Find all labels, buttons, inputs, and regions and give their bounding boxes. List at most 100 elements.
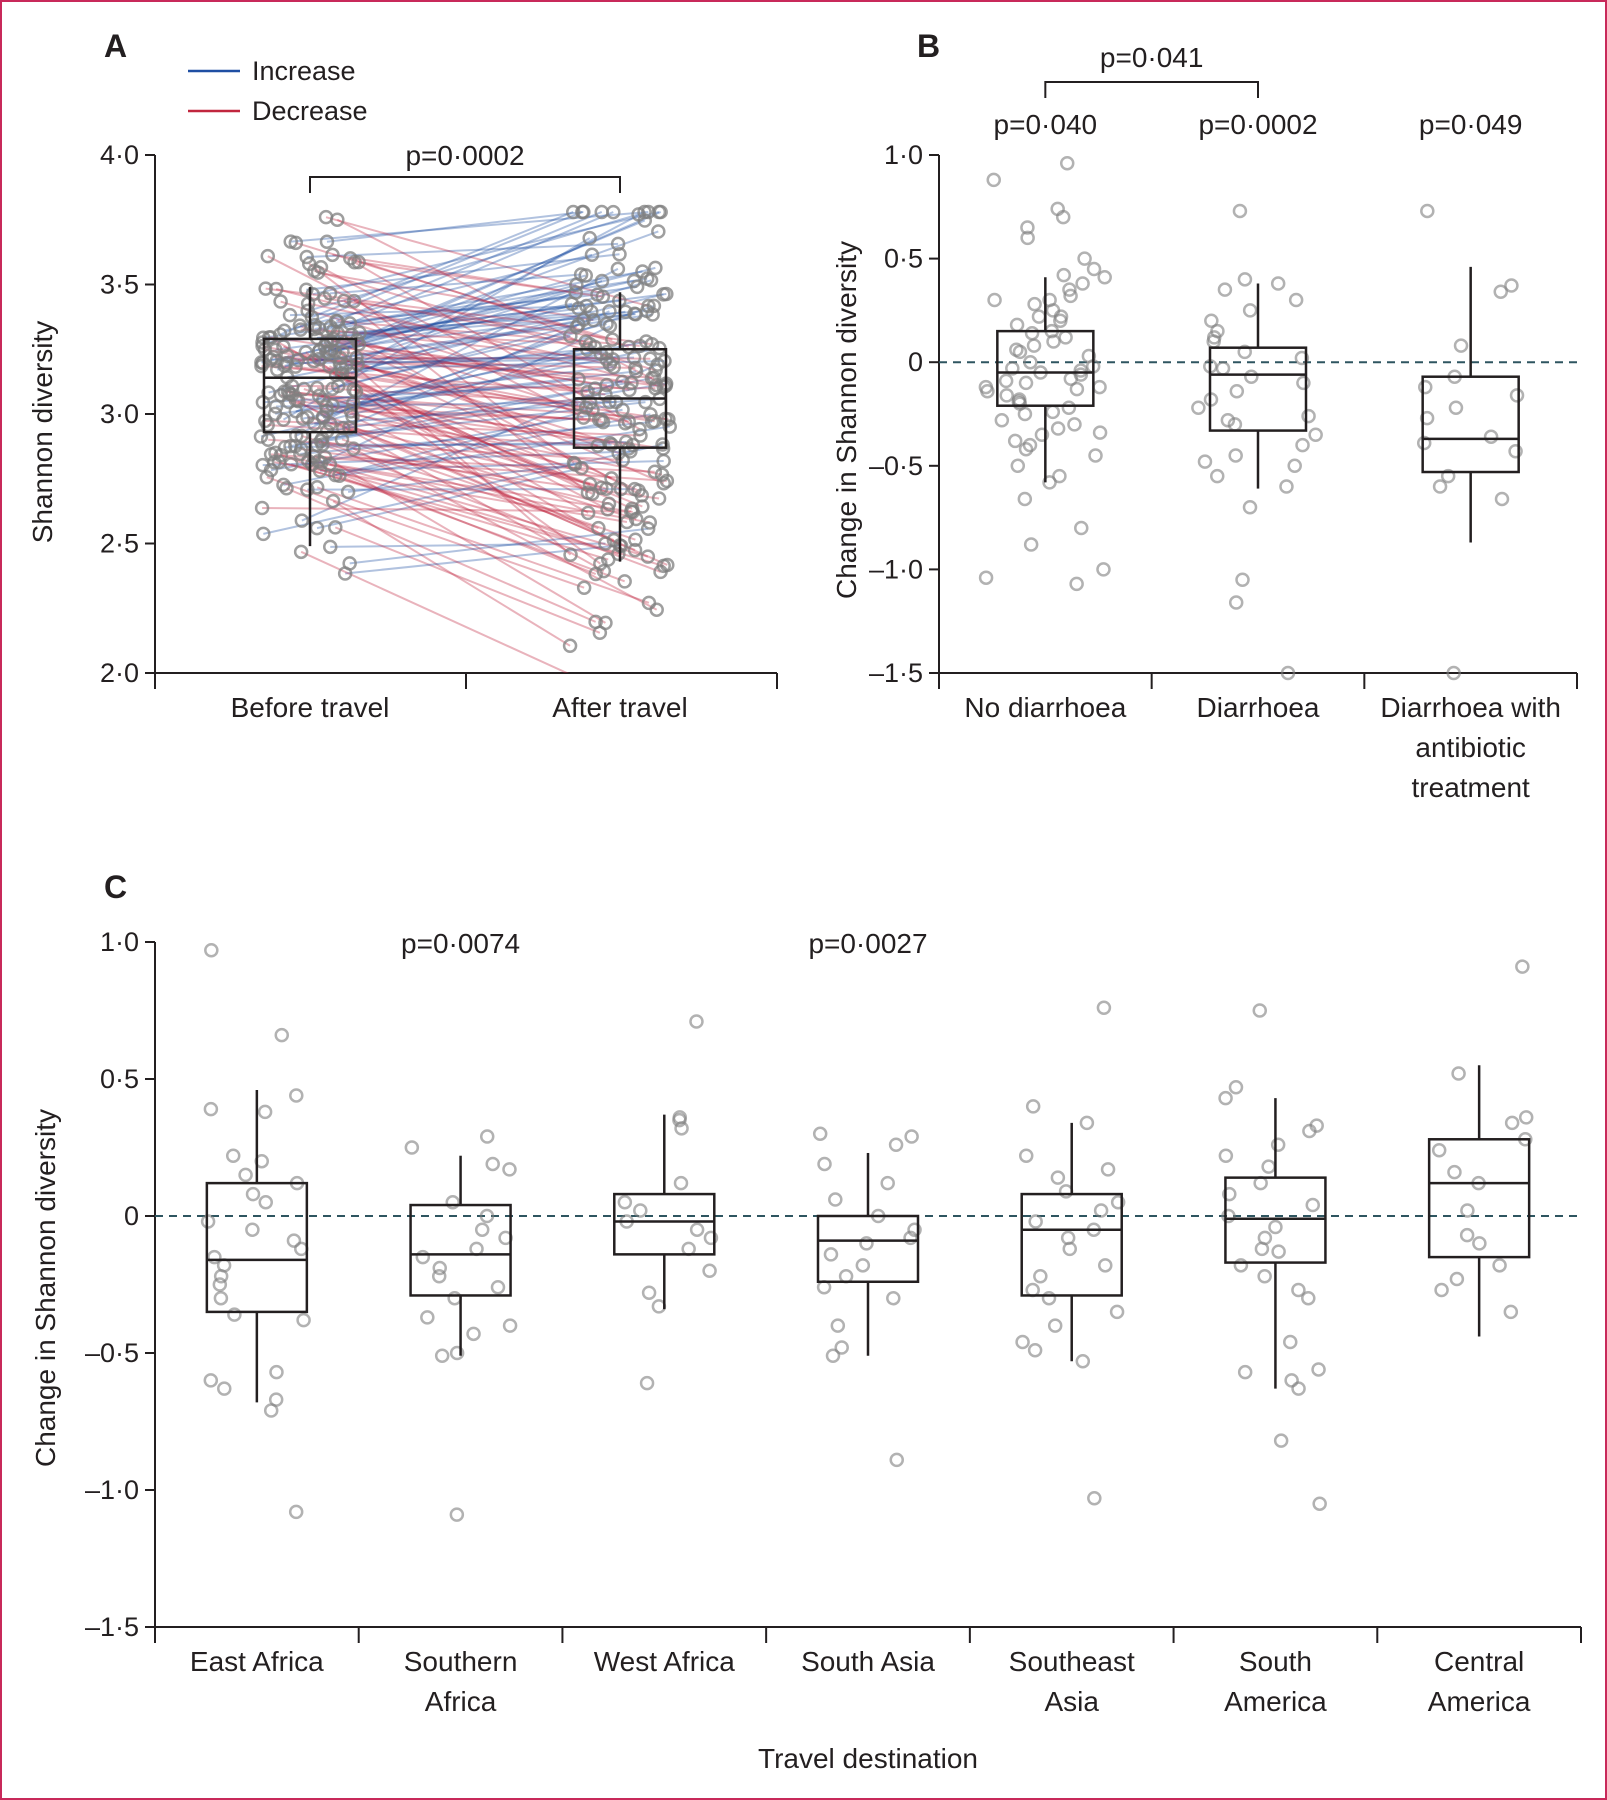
after-travel-point [647,464,663,480]
panel-c-data-point [889,1452,904,1468]
before-travel-point [260,432,276,448]
before-travel-point [309,380,325,396]
panel-c-data-point [880,1175,895,1191]
decrease-line [335,373,633,510]
panel-c-data-point [502,1162,517,1177]
panel-c-data-point [1257,1269,1272,1284]
increase-line [307,488,635,491]
panel-b-data-point [986,172,1001,188]
panel-b-box [1421,266,1520,543]
panel-c-data-point [1518,1110,1534,1125]
increase-line [339,425,670,477]
before-travel-point [258,281,273,296]
after-travel-point [605,332,620,347]
panel-b-data-point [1050,421,1066,436]
panel-c-data-point [825,1348,841,1363]
panel-c-data-point [1110,1195,1126,1210]
after-travel-point [564,296,580,312]
panel-c-data-point [466,1326,481,1342]
decrease-line [337,320,640,347]
decrease-line [358,261,603,298]
panel-c-data-point [1515,959,1530,974]
panel-b-data-point [1440,468,1456,484]
before-travel-point [281,394,297,410]
panel-b-data-point [1007,433,1023,449]
panel-c-pvalue: p=0·0074 [401,928,520,959]
panel-c-data-point [1015,1334,1030,1350]
panel-c-data-point [263,1403,279,1418]
decrease-line [280,454,667,482]
panel-b-data-point [1052,468,1067,484]
before-travel-point [276,339,291,354]
panel-b-data-point [1237,344,1252,360]
panel-c-data-point [1291,1282,1306,1298]
decrease-line [333,329,607,361]
panel-c-y-tick-label: 0·5 [100,1064,139,1094]
panel-c-data-point [1237,1364,1253,1380]
increase-line [330,542,606,548]
panel-b-data-point [1204,313,1219,329]
panel-c-data-point [1109,1304,1125,1320]
panel-b-data-point [1023,537,1039,552]
decrease-line [274,461,628,524]
panel-b-data-point [1191,400,1206,416]
before-travel-point [330,212,345,227]
before-travel-point [288,404,304,419]
panel-c-data-point [702,1263,717,1279]
decrease-line [341,438,636,541]
increase-line [295,340,647,413]
after-travel-point [627,542,643,558]
panel-a-bracket-pvalue: p=0·0002 [405,140,524,171]
iqr-box [1427,1138,1531,1259]
panel-c-x-tick-label: America [1224,1686,1327,1717]
panel-c-data-point [817,1156,832,1172]
panel-c-data-point [703,1230,719,1246]
legend-decrease-label: Decrease [252,96,368,126]
panel-c-data-point [1254,1241,1270,1257]
increase-line [342,310,610,430]
decrease-line [307,460,597,575]
panel-c-x-tick-label: West Africa [594,1646,736,1677]
after-travel-point [639,303,655,319]
panel-c-data-point [274,1027,290,1043]
after-travel-point [590,438,606,453]
before-travel-point [336,293,352,309]
before-travel-point [263,330,279,345]
panel-b-data-point [1432,479,1448,494]
panel-b-data-point [1509,388,1525,403]
panel-b-x-tick-label: No diarrhoea [964,692,1126,723]
increase-line [332,370,637,407]
panel-b-data-point [1217,282,1233,297]
increase-line [326,387,596,433]
decrease-line [340,357,629,450]
panel-b-data-point [1244,369,1259,384]
before-travel-point [254,358,269,374]
increase-line [283,253,593,332]
before-travel-point [294,513,310,528]
before-travel-point [317,291,332,306]
increase-line [314,277,648,331]
panel-b-data-point [1242,499,1258,515]
panel-c-data-point [449,1345,465,1361]
panel-b-data-point [1069,576,1084,592]
increase-line [301,363,659,522]
before-travel-point [299,249,314,265]
panel-b-data-point [1023,354,1038,370]
increase-line [314,293,598,327]
panel-c-data-point [1050,1170,1066,1185]
panel-b-data-point [1419,410,1435,426]
after-travel-point [571,317,586,332]
before-travel-point [298,345,314,360]
panel-c-data-point [1075,1353,1091,1369]
panel-c-data-point [1451,1066,1466,1081]
after-travel-point [580,505,596,521]
before-travel-point [259,469,275,485]
panel-b-y-tick-label: 1·0 [884,140,923,170]
increase-line [332,323,579,390]
after-travel-point [655,437,670,452]
iqr-box [1208,346,1308,432]
panel-a-y-tick-label: 4·0 [100,140,139,170]
panel-c-data-point [1222,1186,1237,1202]
panel-c-data-point [1218,1090,1233,1106]
